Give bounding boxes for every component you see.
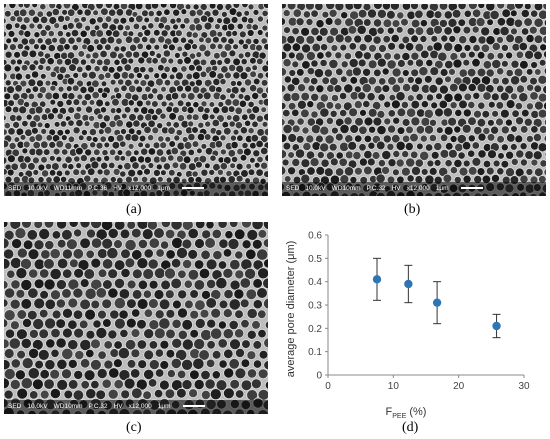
sem-mode: SED — [8, 403, 22, 410]
data-point — [372, 275, 382, 284]
y-tick-label: 0.3 — [308, 301, 322, 312]
sem-pc: P.C.36 — [88, 185, 108, 192]
scale-bar — [182, 187, 205, 190]
sem-wd: WD11mm — [53, 185, 83, 192]
data-point — [432, 298, 442, 307]
scale-bar — [182, 405, 205, 408]
x-tick-label: 10 — [388, 381, 400, 392]
chart-axes: 0 0.1 0.2 0.3 0.4 0.5 0.6 0 10 20 30 — [308, 231, 530, 393]
y-tick-label: 0.2 — [308, 324, 322, 335]
sem-texture — [4, 222, 268, 414]
x-axis-label-sub: PEE — [392, 413, 406, 420]
x-axis-label-unit: (%) — [406, 406, 426, 418]
sem-mag: x12,000 — [128, 185, 152, 192]
data-point — [404, 279, 413, 289]
y-tick-label: 0 — [316, 371, 322, 382]
sem-voltage: 10.0kV — [27, 185, 48, 192]
sem-scale-label: 1μm — [435, 185, 449, 192]
sem-mag: x12,000 — [406, 185, 430, 192]
sem-wd: WD10mm — [53, 403, 83, 410]
pore-diameter-chart: 0 0.1 0.2 0.3 0.4 0.5 0.6 0 10 20 30 average pore … — [285, 231, 530, 421]
sem-mode: SED — [8, 185, 22, 192]
scale-bar — [460, 187, 483, 190]
x-tick-label: 0 — [325, 381, 331, 392]
sem-texture — [4, 4, 268, 196]
y-axis-label: average pore diameter (μm) — [285, 241, 297, 378]
sem-hv: HV — [113, 403, 123, 410]
y-tick-label: 0.6 — [308, 231, 322, 242]
x-tick-label: 30 — [518, 381, 530, 392]
sem-texture — [282, 4, 546, 196]
y-tick-label: 0.4 — [308, 277, 322, 288]
x-tick-label: 20 — [453, 381, 465, 392]
sem-hv: HV — [113, 185, 123, 192]
panel-caption-a: (a) — [126, 202, 142, 217]
sem-wd: WD10mm — [331, 185, 361, 192]
sem-image-c: SED 10.0kV WD10mm P.C.32 HV x12,000 1μm — [4, 222, 268, 414]
sem-image-b: SED 10.0kV WD10mm P.C.32 HV x12,000 1μm — [282, 4, 546, 196]
sem-image-a: SED 10.0kV WD11mm P.C.36 HV x12,000 1μm — [4, 4, 268, 196]
panel-caption-b: (b) — [404, 202, 421, 217]
sem-scale-label: 1μm — [157, 185, 171, 192]
sem-voltage: 10.0kV — [305, 185, 326, 192]
panel-caption-c: (c) — [126, 420, 142, 435]
sem-mode: SED — [286, 185, 300, 192]
x-axis-label-main: F — [386, 406, 393, 418]
y-tick-label: 0.1 — [308, 347, 322, 358]
sem-scale-label: 1μm — [157, 403, 171, 410]
sem-pc: P.C.32 — [366, 185, 386, 192]
data-point — [492, 321, 501, 331]
chart-marks — [372, 257, 501, 339]
sem-databar: SED 10.0kV WD11mm P.C.36 HV x12,000 1μm — [4, 182, 268, 196]
sem-databar: SED 10.0kV WD10mm P.C.32 HV x12,000 1μm — [282, 182, 546, 196]
y-tick-label: 0.5 — [308, 254, 322, 265]
sem-voltage: 10.0kV — [27, 403, 48, 410]
sem-databar: SED 10.0kV WD10mm P.C.32 HV x12,000 1μm — [4, 400, 268, 414]
panel-caption-d: (d) — [402, 420, 419, 435]
sem-mag: x12,000 — [128, 403, 152, 410]
sem-pc: P.C.32 — [88, 403, 108, 410]
sem-hv: HV — [391, 185, 401, 192]
x-axis-label: FPEE (%) — [386, 406, 427, 420]
